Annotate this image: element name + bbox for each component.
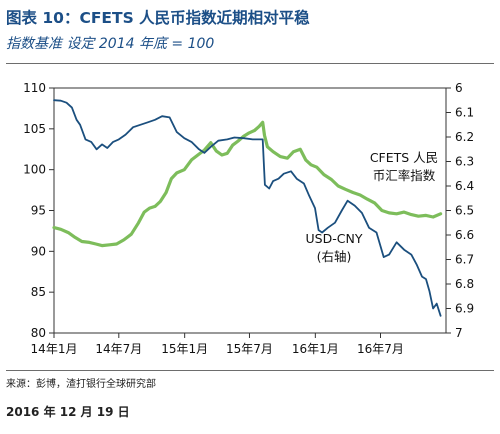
- plot-frame: [53, 87, 447, 334]
- cfets-series-label: 币汇率指数: [373, 168, 436, 183]
- chart-title: 图表 10：CFETS 人民币指数近期相对平稳: [6, 9, 310, 27]
- chart-subtitle: 指数基准 设定 2014 年底 = 100: [6, 36, 215, 52]
- right-axis-tick-label: 6.2: [455, 130, 474, 144]
- right-axis-tick-label: 6.4: [455, 179, 474, 193]
- x-axis-tick-label: 15年1月: [161, 342, 208, 356]
- right-axis-tick-label: 6.5: [455, 204, 474, 218]
- bottom-divider: [6, 370, 494, 371]
- x-axis-tick-label: 14年7月: [95, 342, 142, 356]
- right-axis-tick-label: 6.3: [455, 155, 474, 169]
- right-axis-tick-label: 6.6: [455, 228, 474, 242]
- usdcny-series-label: USD-CNY: [306, 231, 363, 246]
- left-axis-tick-label: 100: [23, 163, 46, 177]
- cfets-series-label: CFETS 人民: [370, 150, 438, 165]
- right-axis-tick-label: 7: [455, 326, 463, 340]
- usdcny-series-line: [53, 99, 442, 317]
- left-axis-tick-label: 85: [31, 285, 46, 299]
- top-divider: [6, 63, 494, 64]
- right-axis-tick-label: 6: [455, 81, 463, 95]
- right-axis-tick-label: 6.7: [455, 253, 474, 267]
- right-axis-tick-label: 6.9: [455, 302, 474, 316]
- cfets-usdcny-chart: 80 85 90 95 100 105 110 6 6.1 6.2 6.3 6.4 6.5 6.6 6.7 6…: [23, 81, 474, 356]
- x-axis-tick-label: 15年7月: [226, 342, 273, 356]
- left-axis-tick-label: 105: [23, 122, 46, 136]
- x-axis-tick-label: 16年1月: [292, 342, 339, 356]
- right-axis-tick-label: 6.1: [455, 106, 474, 120]
- usdcny-series-label: (右轴): [317, 249, 352, 264]
- x-axis-tick-label: 14年1月: [31, 342, 78, 356]
- left-axis-tick-label: 110: [23, 81, 46, 95]
- source-note: 来源：彭博，渣打银行全球研究部: [6, 379, 156, 390]
- cfets-series-line: [52, 120, 443, 248]
- right-axis-tick-label: 6.8: [455, 277, 474, 291]
- report-date: 2016 年 12 月 19 日: [6, 405, 130, 419]
- x-axis-tick-label: 16年7月: [357, 342, 404, 356]
- left-axis-tick-label: 90: [31, 244, 46, 258]
- left-axis-tick-label: 95: [31, 204, 46, 218]
- left-axis-tick-label: 80: [31, 326, 46, 340]
